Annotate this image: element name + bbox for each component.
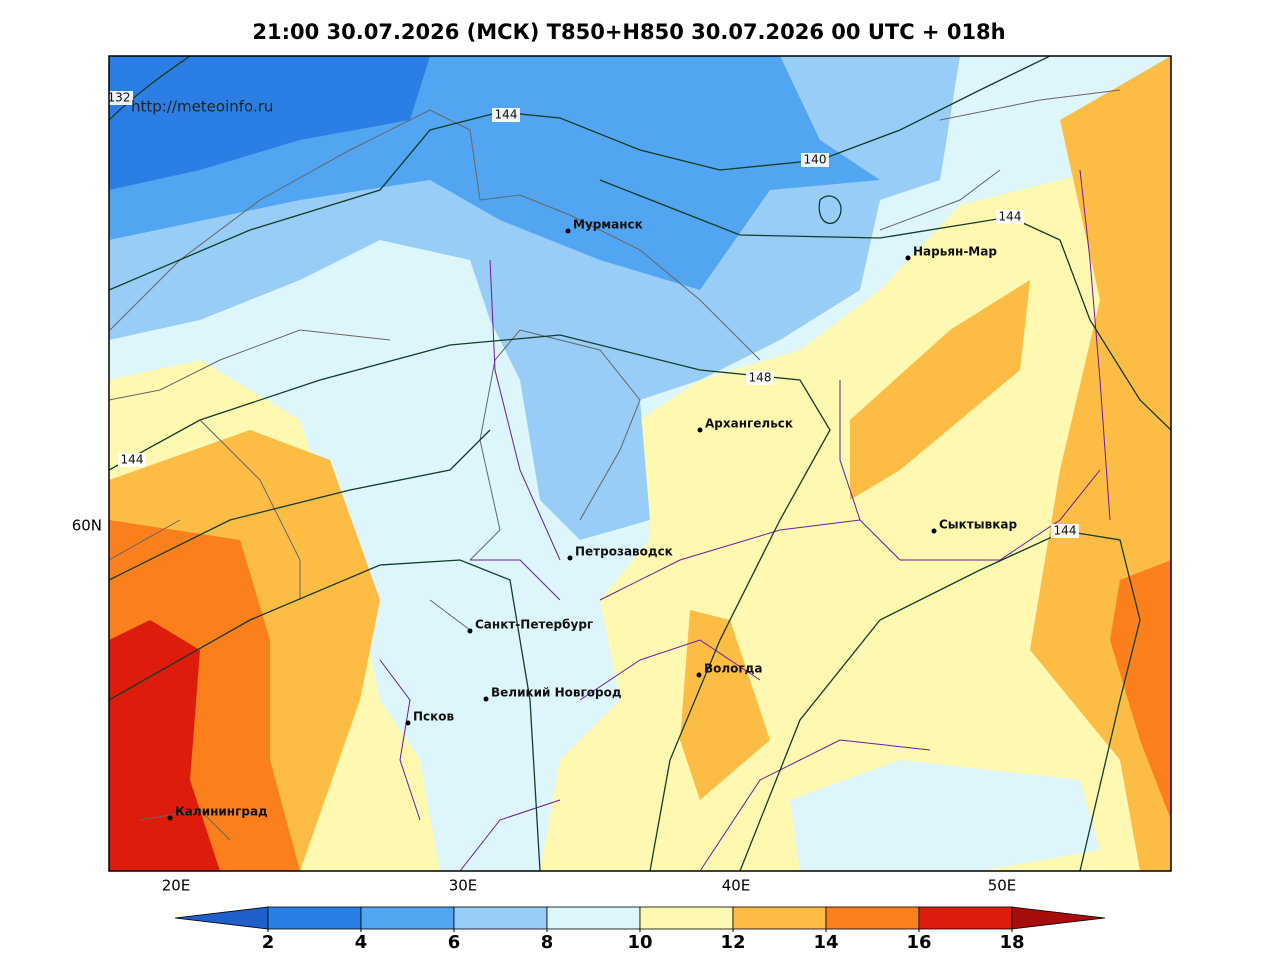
colorbar-segment [639, 906, 734, 930]
field [680, 610, 770, 800]
contour-label: 144 [999, 210, 1022, 224]
field [790, 760, 1100, 871]
colorbar-tick-label: 18 [999, 932, 1024, 953]
city-label: Нарьян-Мар [913, 245, 997, 259]
city-marker [167, 815, 173, 821]
lat-label: 60N [72, 517, 102, 535]
field [1110, 560, 1171, 820]
colorbar-segment [918, 906, 1013, 930]
city-marker [483, 696, 489, 702]
city-marker [405, 720, 411, 726]
lon-label: 30E [449, 877, 478, 895]
city-label: Сыктывкар [939, 518, 1017, 532]
contour-label-bg [746, 371, 774, 385]
colorbar-tick-label: 4 [355, 932, 368, 953]
map: Мурманск Нарьян-Мар Архангельск Сыктывкар Пе… [108, 56, 1171, 871]
city-marker [565, 228, 571, 234]
city-label: Калининград [175, 805, 268, 819]
colorbar-segment [267, 906, 362, 930]
lon-label: 50E [988, 877, 1017, 895]
colorbar-tick-label: 16 [906, 932, 931, 953]
contour [818, 195, 842, 225]
contour-label-bg [801, 153, 829, 167]
contour-label: 132 [108, 91, 131, 105]
colorbar-segment [825, 906, 920, 930]
field [109, 620, 220, 871]
website: http://meteoinfo.ru [131, 98, 273, 116]
contour-label: 144 [1054, 524, 1077, 538]
city-marker [697, 427, 703, 433]
contour-label-bg [118, 453, 146, 467]
lon-label: 40E [722, 877, 751, 895]
contour-label-bg [996, 210, 1024, 224]
colorbar-extend [1011, 906, 1106, 930]
colorbar-segment [546, 906, 641, 930]
contour-label: 144 [495, 108, 518, 122]
colorbar-tick-label: 14 [813, 932, 838, 953]
contour [599, 179, 1171, 431]
city-label: Вологда [704, 662, 762, 676]
colorbar-extend [174, 906, 269, 930]
contour-label: 148 [749, 371, 772, 385]
contour-label-bg [109, 91, 133, 105]
colorbar-segment [360, 906, 455, 930]
city-label: Архангельск [705, 417, 793, 431]
colorbar-tick-label: 6 [448, 932, 461, 953]
city-marker [905, 255, 911, 261]
city-label: Мурманск [573, 218, 643, 232]
contour-label-bg [492, 108, 520, 122]
city-marker [931, 528, 937, 534]
city-label: Санкт-Петербург [475, 618, 593, 632]
colorbar-tick-label: 10 [627, 932, 652, 953]
map-frame [108, 55, 1172, 872]
contour-label: 140 [804, 153, 827, 167]
colorbar-segment [732, 906, 827, 930]
city-marker [467, 628, 473, 634]
contour [109, 56, 191, 121]
colorbar-tick-label: 2 [262, 932, 275, 953]
colorbar-tick-label: 8 [541, 932, 554, 953]
contour [109, 56, 1051, 291]
city-marker [567, 555, 573, 561]
city-label: Псков [413, 710, 455, 724]
title: 21:00 30.07.2026 (МСК) T850+H850 30.07.2… [252, 20, 1005, 44]
city-label: Великий Новгород [491, 686, 622, 700]
contour-label-bg [1051, 524, 1079, 538]
colorbar-segment [453, 906, 548, 930]
contour-label: 144 [121, 453, 144, 467]
field [109, 56, 430, 190]
lon-label: 20E [162, 877, 191, 895]
city-marker [696, 672, 702, 678]
field [850, 280, 1030, 500]
contour [109, 429, 541, 871]
city-label: Петрозаводск [575, 545, 673, 559]
border [379, 169, 1111, 871]
colorbar-tick-label: 12 [720, 932, 745, 953]
